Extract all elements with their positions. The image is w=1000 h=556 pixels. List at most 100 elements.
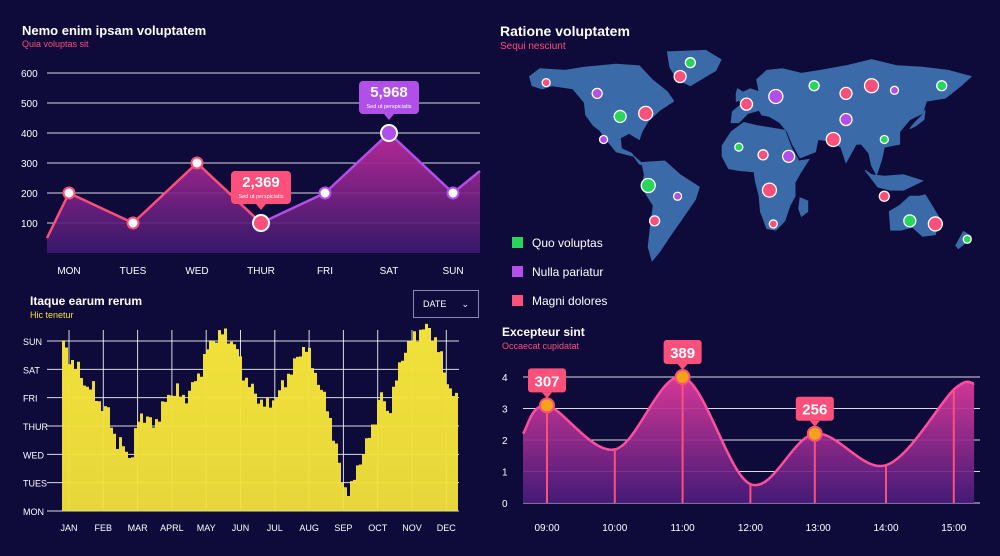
x-tick-label: JUN (232, 523, 250, 533)
x-tick-label: 10:00 (602, 523, 627, 534)
y-tick-label: MON (23, 507, 44, 517)
y-tick-label: 3 (502, 405, 508, 416)
map-marker (879, 134, 889, 145)
map-marker (781, 149, 796, 164)
data-point (318, 186, 332, 200)
data-point (446, 186, 460, 200)
data-point-highlight (806, 425, 823, 442)
date-select-value: DATE (423, 299, 447, 309)
callout-value: 256 (802, 402, 827, 419)
map-marker (863, 78, 880, 94)
legend-item: Nulla pariatur (512, 257, 607, 286)
map-marker (936, 80, 948, 92)
x-tick-label: MAY (197, 523, 216, 533)
map-marker (684, 57, 696, 69)
map-marker (613, 109, 627, 124)
x-tick-label: MAR (128, 523, 149, 533)
callout-pointer (809, 420, 820, 427)
y-tick-label: 100 (21, 219, 38, 230)
x-tick-label: 09:00 (534, 523, 559, 534)
map-marker (672, 191, 683, 201)
map-marker (825, 131, 841, 148)
y-tick-label: 2 (502, 436, 508, 447)
x-tick-label: JUL (267, 523, 283, 533)
data-point (126, 216, 140, 230)
map-marker (638, 105, 654, 122)
legend-label: Quo voluptas (532, 235, 603, 250)
x-tick-label: FEB (95, 523, 113, 533)
x-tick-label: 11:00 (670, 523, 695, 534)
continent-shape (529, 63, 675, 167)
y-tick-label: 300 (21, 159, 38, 170)
map-marker (541, 77, 551, 88)
map-marker (757, 149, 769, 161)
callout-box (528, 368, 566, 393)
map-marker (640, 177, 656, 194)
x-tick-label: DEC (437, 523, 457, 533)
map-marker (839, 86, 853, 101)
callout-value: 2,369 (242, 174, 280, 191)
map-marker (591, 87, 603, 100)
callout-box (359, 81, 419, 114)
map-marker (734, 142, 744, 152)
x-tick-label: 14:00 (873, 523, 898, 534)
hourly-chart-subtitle: Occaecat cupidatat (502, 341, 580, 351)
y-tick-label: TUES (23, 479, 47, 489)
x-tick-label: THUR (247, 266, 275, 277)
continent-shape (864, 169, 924, 191)
legend-swatch-green (512, 237, 523, 248)
map-marker (673, 69, 687, 84)
weekly-chart-subtitle: Quia voluptas sit (22, 39, 89, 49)
y-tick-label: WED (23, 450, 44, 460)
monthly-chart-title: Itaque earum rerum (30, 294, 143, 308)
map-title: Ratione voluptatem (500, 23, 630, 39)
x-tick-label: FRI (317, 266, 333, 277)
callout-box (231, 171, 291, 204)
callout-box (795, 396, 834, 421)
y-tick-label: 1 (502, 468, 508, 479)
x-tick-label: SEP (334, 523, 352, 533)
x-tick-label: MON (57, 266, 80, 277)
map-marker (648, 215, 661, 227)
data-point-highlight (539, 397, 555, 414)
map-marker (761, 182, 778, 198)
map-legend: Quo voluptas Nulla pariatur Magni dolore… (512, 228, 607, 315)
map-marker (768, 88, 784, 105)
x-tick-label: 13:00 (806, 523, 831, 534)
callout-pointer (256, 204, 266, 210)
legend-swatch-pink (512, 295, 523, 306)
x-tick-label: 15:00 (941, 523, 966, 534)
legend-item: Quo voluptas (512, 228, 607, 257)
map-marker (878, 190, 890, 202)
map-marker (839, 112, 853, 127)
data-point (190, 156, 204, 170)
date-select[interactable]: DATE ⌄ (413, 290, 479, 318)
continent-shape (641, 160, 700, 262)
map-marker (889, 85, 900, 95)
data-point-highlight (674, 369, 691, 385)
data-point-highlight (252, 214, 270, 232)
x-tick-label: TUES (120, 266, 147, 277)
y-tick-label: FRI (23, 394, 38, 404)
callout-value: 307 (534, 373, 559, 390)
callout-label: Sed ut perspiciatis (239, 194, 284, 200)
weekly-area (47, 133, 480, 253)
callout-value: 389 (670, 345, 695, 362)
hourly-line (521, 375, 975, 487)
continent-shape (721, 122, 811, 231)
y-tick-label: SAT (23, 365, 40, 375)
hourly-chart-title: Excepteur sint (502, 325, 585, 339)
y-tick-label: SUN (23, 337, 42, 347)
map-marker (768, 219, 778, 229)
y-tick-label: 4 (502, 373, 508, 384)
y-tick-label: 200 (21, 189, 38, 200)
data-point-highlight (380, 124, 398, 142)
y-tick-label: THUR (23, 422, 48, 432)
x-tick-label: NOV (402, 523, 422, 533)
legend-item: Magni dolores (512, 286, 607, 315)
x-tick-label: APRL (160, 523, 184, 533)
y-tick-label: 400 (21, 129, 38, 140)
legend-label: Magni dolores (532, 293, 608, 308)
